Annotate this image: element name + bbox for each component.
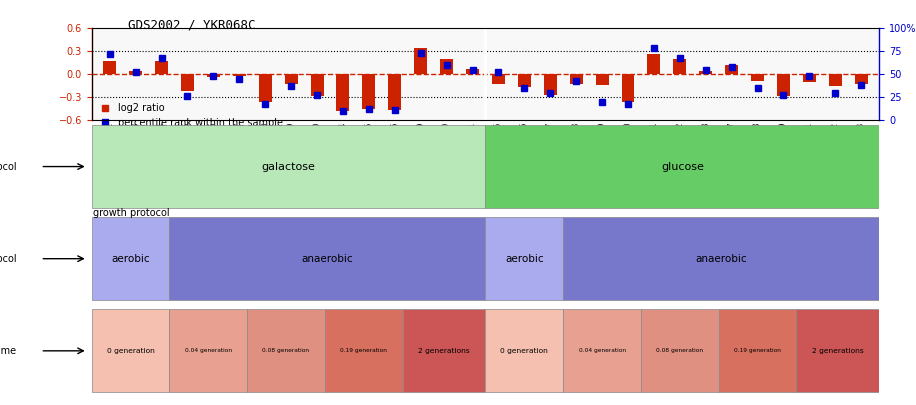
Bar <box>751 75 764 81</box>
Bar <box>155 62 168 75</box>
Text: 0.19 generation: 0.19 generation <box>734 348 781 353</box>
Text: protocol: protocol <box>0 254 16 264</box>
Bar <box>492 75 505 84</box>
Legend: log2 ratio, percentile rank within the sample: log2 ratio, percentile rank within the s… <box>96 100 287 132</box>
FancyBboxPatch shape <box>485 125 879 208</box>
FancyBboxPatch shape <box>92 309 169 392</box>
FancyBboxPatch shape <box>796 309 879 392</box>
Text: aerobic: aerobic <box>111 254 150 264</box>
Bar <box>829 75 842 86</box>
Bar <box>570 75 583 84</box>
FancyBboxPatch shape <box>92 125 485 208</box>
Text: 0.19 generation: 0.19 generation <box>340 348 387 353</box>
Text: 0 generation: 0 generation <box>500 348 549 354</box>
Text: galactose: galactose <box>262 162 315 172</box>
Bar <box>363 75 376 109</box>
Bar <box>725 65 738 75</box>
Text: 0.04 generation: 0.04 generation <box>579 348 626 353</box>
Text: 0.08 generation: 0.08 generation <box>263 348 310 353</box>
Bar <box>466 69 479 75</box>
Bar <box>285 75 298 84</box>
Bar <box>544 75 557 95</box>
Text: 0.04 generation: 0.04 generation <box>185 348 232 353</box>
FancyBboxPatch shape <box>325 309 402 392</box>
Text: 2 generations: 2 generations <box>418 348 470 354</box>
FancyBboxPatch shape <box>485 217 563 300</box>
Bar <box>648 54 660 75</box>
Bar <box>258 75 272 102</box>
Bar <box>440 59 453 75</box>
Text: anaerobic: anaerobic <box>301 254 354 264</box>
Bar <box>855 75 867 84</box>
Text: aerobic: aerobic <box>505 254 544 264</box>
FancyBboxPatch shape <box>563 309 641 392</box>
FancyBboxPatch shape <box>485 309 563 392</box>
Bar <box>622 75 635 102</box>
Bar <box>595 75 608 85</box>
Text: growth protocol: growth protocol <box>0 162 16 172</box>
Text: 0 generation: 0 generation <box>106 348 155 354</box>
Bar <box>414 47 427 75</box>
Bar <box>181 75 194 91</box>
Text: time: time <box>0 346 16 356</box>
Bar <box>207 75 220 77</box>
Text: anaerobic: anaerobic <box>695 254 747 264</box>
Bar <box>673 59 686 75</box>
FancyBboxPatch shape <box>563 217 879 300</box>
Text: 0.08 generation: 0.08 generation <box>657 348 703 353</box>
Bar <box>699 70 713 75</box>
Bar <box>311 75 323 96</box>
FancyBboxPatch shape <box>92 217 169 300</box>
Text: glucose: glucose <box>661 162 703 172</box>
FancyBboxPatch shape <box>247 309 325 392</box>
Bar <box>129 71 142 75</box>
FancyBboxPatch shape <box>169 217 485 300</box>
Text: 2 generations: 2 generations <box>812 348 864 354</box>
Bar <box>336 75 349 111</box>
Bar <box>518 75 531 87</box>
Text: GDS2002 / YKR068C: GDS2002 / YKR068C <box>128 18 256 31</box>
Bar <box>233 75 245 76</box>
FancyBboxPatch shape <box>402 309 485 392</box>
Bar <box>104 61 116 75</box>
Text: growth protocol: growth protocol <box>93 208 169 217</box>
FancyBboxPatch shape <box>169 309 247 392</box>
FancyBboxPatch shape <box>719 309 796 392</box>
Bar <box>803 75 816 82</box>
Bar <box>777 75 790 96</box>
Bar <box>388 75 401 110</box>
FancyBboxPatch shape <box>641 309 719 392</box>
